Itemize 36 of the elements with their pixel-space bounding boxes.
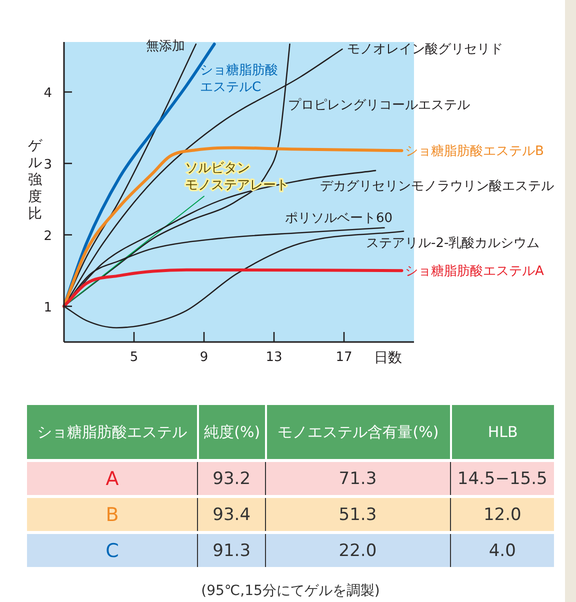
row-cell: B [27,498,198,531]
y-tick-label: 1 [44,300,52,316]
category-label: モノエステル含有量(%) [264,405,450,459]
series-label: プロピレングリコールエステル [288,98,470,113]
row-cell: 93.4 [197,498,265,531]
row-cell: A [27,462,198,495]
row-cell: 12.0 [450,498,554,531]
x-axis-title: 日数 [374,350,402,366]
series-label: モノオレイン酸グリセリド [347,42,503,57]
y-tick-label: 2 [44,228,52,244]
row-cell: 51.3 [264,498,450,531]
x-tick-label: 5 [130,350,138,365]
category-label: ショ糖脂肪酸エステル [27,405,198,459]
row-cell: 4.0 [450,534,554,567]
row-cell: C [27,534,198,567]
series-label: ショ糖脂肪酸エステルA [405,264,544,279]
row-cell: 71.3 [264,462,450,495]
category-label: 純度(%) [197,405,265,459]
row-cell: 93.2 [197,462,265,495]
series-label: デカグリセリンモノラウリン酸エステル [320,179,554,194]
row-cell: 91.3 [197,534,265,567]
y-tick-label: 4 [44,86,52,101]
y-axis-title: ゲル強度比 [28,138,43,222]
row-cell: 22.0 [264,534,450,567]
category-label: HLB [450,405,554,459]
row-cell: 14.5−15.5 [450,462,554,495]
x-tick-label: 13 [266,350,282,365]
x-tick-label: 17 [336,350,352,365]
y-tick-label: 3 [44,157,52,172]
series-label: 無添加 [146,39,185,54]
series-label: ポリソルベート60 [285,211,393,226]
text: (95℃,15分にてゲルを調製) [200,582,381,600]
series-label: ショ糖脂肪酸エステルC [200,63,278,95]
x-tick-label: 9 [200,350,208,365]
series-label: ショ糖脂肪酸エステルB [405,144,544,159]
series-label: ステアリル-2-乳酸カルシウム [366,236,540,251]
